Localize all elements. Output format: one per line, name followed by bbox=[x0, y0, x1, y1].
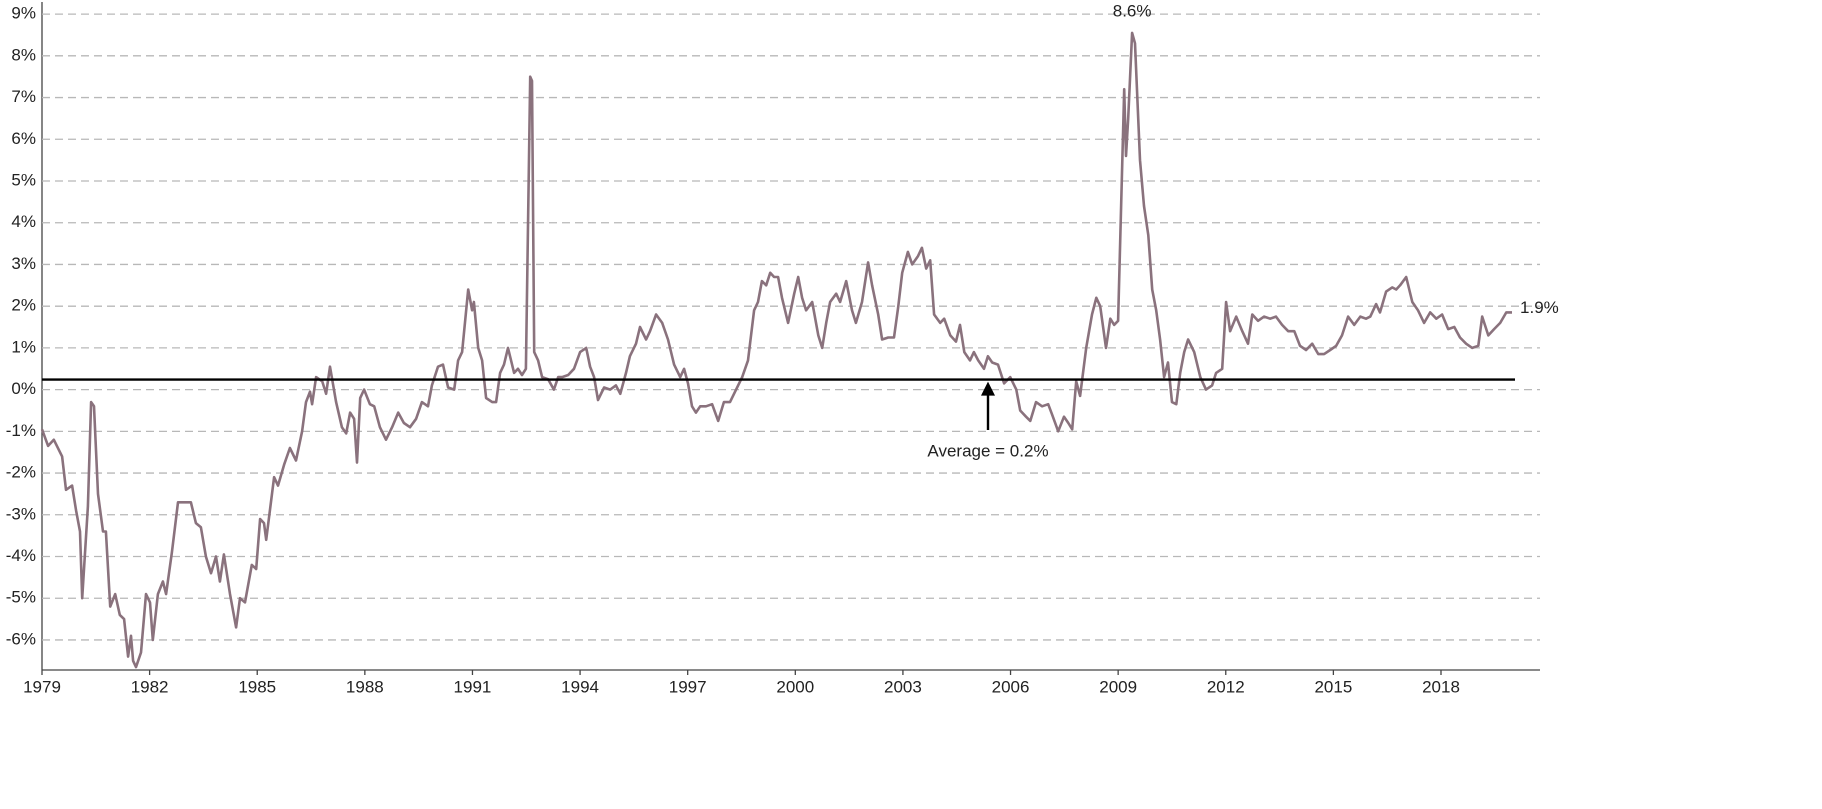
x-tick-label: 1985 bbox=[238, 677, 276, 696]
y-tick-label: -6% bbox=[6, 629, 36, 648]
y-tick-label: 9% bbox=[11, 4, 36, 23]
y-tick-label: 0% bbox=[11, 379, 36, 398]
last-label: 1.9% bbox=[1520, 298, 1559, 317]
arrow-head bbox=[981, 381, 995, 396]
x-tick-label: 1997 bbox=[669, 677, 707, 696]
x-tick-label: 2006 bbox=[992, 677, 1030, 696]
y-tick-label: -1% bbox=[6, 421, 36, 440]
y-tick-label: 1% bbox=[11, 337, 36, 356]
x-tick-label: 1991 bbox=[454, 677, 492, 696]
y-tick-label: -4% bbox=[6, 546, 36, 565]
y-tick-label: 8% bbox=[11, 45, 36, 64]
y-tick-label: 2% bbox=[11, 296, 36, 315]
x-tick-label: 1979 bbox=[23, 677, 61, 696]
average-label: Average = 0.2% bbox=[927, 441, 1048, 460]
x-tick-label: 1982 bbox=[131, 677, 169, 696]
x-tick-label: 2003 bbox=[884, 677, 922, 696]
x-tick-label: 2009 bbox=[1099, 677, 1137, 696]
y-tick-label: -2% bbox=[6, 463, 36, 482]
x-tick-label: 2018 bbox=[1422, 677, 1460, 696]
data-line bbox=[40, 31, 1512, 669]
x-tick-label: 2015 bbox=[1314, 677, 1352, 696]
y-tick-label: 6% bbox=[11, 129, 36, 148]
y-tick-label: 3% bbox=[11, 254, 36, 273]
y-tick-label: -3% bbox=[6, 504, 36, 523]
x-tick-label: 1994 bbox=[561, 677, 599, 696]
y-tick-label: 4% bbox=[11, 212, 36, 231]
x-tick-label: 2012 bbox=[1207, 677, 1245, 696]
x-tick-label: 1988 bbox=[346, 677, 384, 696]
x-tick-label: 2000 bbox=[776, 677, 814, 696]
peak-label: 8.6% bbox=[1113, 1, 1152, 20]
y-tick-label: 7% bbox=[11, 87, 36, 106]
y-tick-label: 5% bbox=[11, 170, 36, 189]
y-tick-label: -5% bbox=[6, 588, 36, 607]
